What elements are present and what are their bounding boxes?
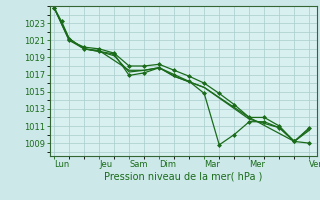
X-axis label: Pression niveau de la mer( hPa ): Pression niveau de la mer( hPa ) xyxy=(104,172,262,182)
